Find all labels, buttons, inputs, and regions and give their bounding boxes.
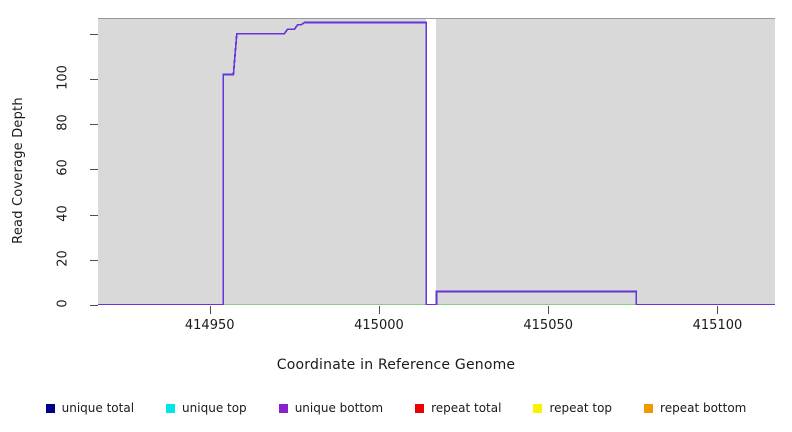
y-tick-label: 20 xyxy=(55,250,71,267)
x-axis-title-text: Coordinate in Reference Genome xyxy=(276,357,516,373)
legend-swatch-icon xyxy=(533,403,543,413)
legend-label: unique total xyxy=(61,401,135,415)
legend-label: repeat bottom xyxy=(660,401,747,415)
x-tick-label: 415000 xyxy=(354,318,404,333)
y-tick-mark xyxy=(90,259,98,261)
legend-label: repeat total xyxy=(431,401,502,415)
plot-panel xyxy=(98,18,775,305)
legend-item-repeat-total[interactable]: repeat total xyxy=(415,401,501,415)
legend-label: unique top xyxy=(182,401,247,415)
x-tick-label: 415100 xyxy=(692,318,743,333)
legend-swatch-icon xyxy=(166,403,176,413)
x-tick-label: 414950 xyxy=(184,318,235,333)
y-tick-label: 80 xyxy=(55,114,71,131)
legend-swatch-icon xyxy=(278,403,288,413)
legend-item-unique-total[interactable]: unique total xyxy=(45,401,135,415)
legend-swatch-icon xyxy=(415,403,425,413)
panel-top-border xyxy=(98,18,775,19)
chart-legend: unique total unique top unique bottom repea… xyxy=(0,398,792,418)
legend-item-unique-bottom[interactable]: unique bottom xyxy=(278,401,384,415)
x-axis-title: Coordinate in Reference Genome xyxy=(0,357,792,373)
legend-swatch-icon xyxy=(644,403,654,413)
y-tick-mark xyxy=(90,33,98,35)
y-tick-mark xyxy=(90,124,98,126)
y-tick-mark xyxy=(90,79,98,81)
y-axis-title-text: Read Coverage Depth xyxy=(10,96,26,244)
legend-label: repeat top xyxy=(549,401,613,415)
legend-item-repeat-top[interactable]: repeat top xyxy=(533,401,612,415)
legend-label: unique bottom xyxy=(294,401,384,415)
legend-item-repeat-bottom[interactable]: repeat bottom xyxy=(644,401,746,415)
y-tick-label: 60 xyxy=(55,159,71,177)
data-gap-band xyxy=(426,18,437,305)
y-tick-label: 40 xyxy=(55,204,71,222)
x-tick-mark xyxy=(209,306,211,314)
x-tick-mark xyxy=(717,306,719,314)
y-tick-label: 100 xyxy=(55,65,71,90)
x-tick-mark xyxy=(548,306,550,314)
legend-swatch-icon xyxy=(45,403,55,413)
legend-item-unique-top[interactable]: unique top xyxy=(166,401,247,415)
y-tick-label: 0 xyxy=(55,299,71,308)
x-tick-label: 415050 xyxy=(523,318,574,333)
data-gap-top-border xyxy=(426,18,437,19)
x-tick-mark xyxy=(378,306,380,314)
y-tick-mark xyxy=(90,169,98,171)
y-tick-mark xyxy=(90,214,98,216)
series-unique-bottom xyxy=(98,21,775,305)
y-tick-mark xyxy=(90,305,98,306)
series-canvas xyxy=(98,21,775,305)
y-axis-title: Read Coverage Depth xyxy=(6,60,30,280)
